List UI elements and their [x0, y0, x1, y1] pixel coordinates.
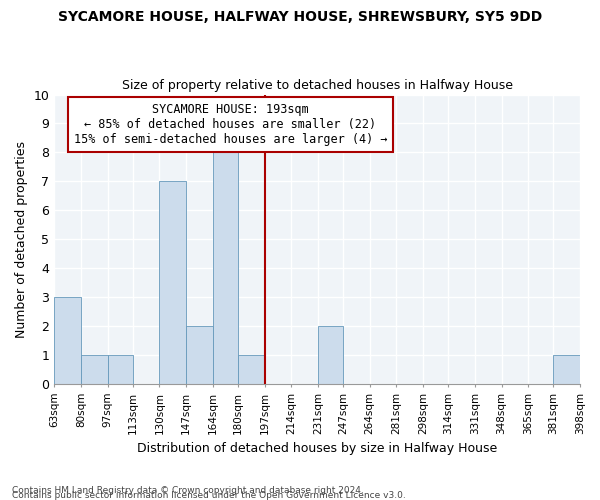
Bar: [107, 355, 133, 384]
Bar: [54, 297, 81, 384]
Bar: [238, 355, 265, 384]
Bar: [318, 326, 343, 384]
Bar: [553, 355, 580, 384]
Text: Contains public sector information licensed under the Open Government Licence v3: Contains public sector information licen…: [12, 491, 406, 500]
X-axis label: Distribution of detached houses by size in Halfway House: Distribution of detached houses by size …: [137, 442, 497, 455]
Text: SYCAMORE HOUSE: 193sqm
← 85% of detached houses are smaller (22)
15% of semi-det: SYCAMORE HOUSE: 193sqm ← 85% of detached…: [74, 103, 387, 146]
Text: Contains HM Land Registry data © Crown copyright and database right 2024.: Contains HM Land Registry data © Crown c…: [12, 486, 364, 495]
Title: Size of property relative to detached houses in Halfway House: Size of property relative to detached ho…: [122, 79, 512, 92]
Bar: [81, 355, 107, 384]
Bar: [160, 182, 186, 384]
Bar: [186, 326, 213, 384]
Text: SYCAMORE HOUSE, HALFWAY HOUSE, SHREWSBURY, SY5 9DD: SYCAMORE HOUSE, HALFWAY HOUSE, SHREWSBUR…: [58, 10, 542, 24]
Bar: [213, 152, 238, 384]
Y-axis label: Number of detached properties: Number of detached properties: [15, 140, 28, 338]
